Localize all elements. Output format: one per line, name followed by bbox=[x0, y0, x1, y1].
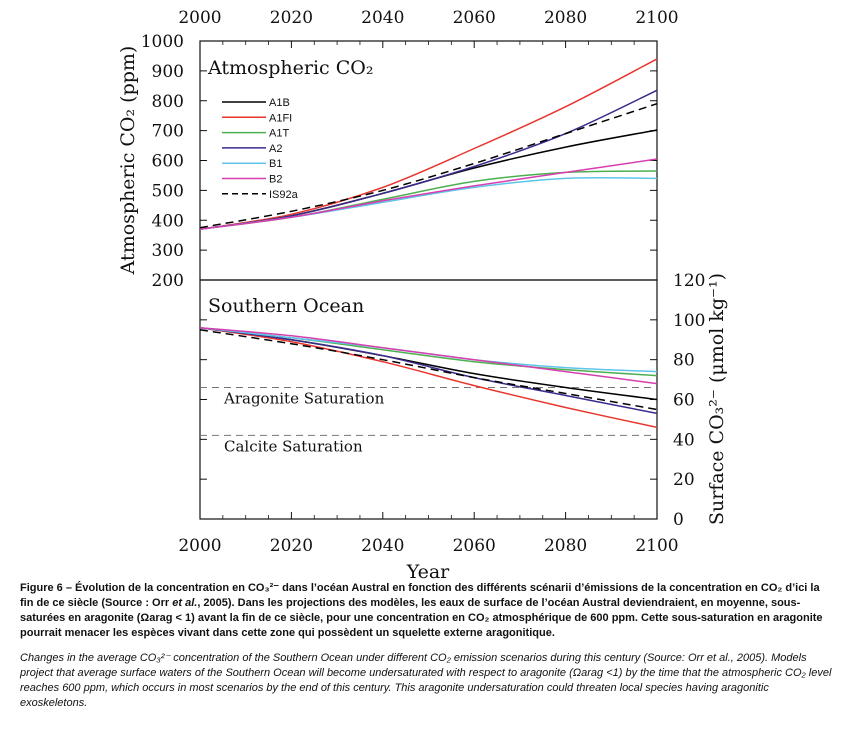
aragonite-saturation-label: Aragonite Saturation bbox=[223, 390, 385, 408]
legend-label-b2: B2 bbox=[269, 174, 282, 186]
bottom-x-tick-2020: 2020 bbox=[270, 536, 313, 556]
top-x-tick-2000: 2000 bbox=[178, 8, 221, 28]
legend: A1B A1FI A1T A2 B1 B2 IS92a bbox=[222, 97, 299, 201]
caption-french-lead: Figure 6 – Évolution de la concentration… bbox=[20, 582, 820, 609]
bottom-x-tick-labels: 2000 2020 2040 2060 2080 2100 bbox=[178, 536, 678, 556]
figure-caption: Figure 6 – Évolution de la concentration… bbox=[20, 581, 835, 721]
calcite-saturation-label: Calcite Saturation bbox=[224, 437, 363, 455]
bottom-y-tick-100: 100 bbox=[673, 311, 705, 331]
top-y-tick-800: 800 bbox=[152, 92, 184, 112]
co3-series-b2 bbox=[199, 327, 658, 385]
co3-series-is92a bbox=[199, 329, 658, 411]
top-x-tick-2080: 2080 bbox=[544, 8, 587, 28]
co3-series-a2 bbox=[199, 327, 658, 415]
legend-label-a1fi: A1FI bbox=[269, 112, 292, 124]
bottom-x-tick-2080: 2080 bbox=[544, 536, 587, 556]
bottom-panel-title: Southern Ocean bbox=[208, 295, 364, 317]
legend-label-a1t: A1T bbox=[269, 128, 289, 140]
top-y-tick-300: 300 bbox=[152, 241, 184, 261]
x-axis-label: Year bbox=[406, 561, 450, 583]
top-y-tick-400: 400 bbox=[152, 211, 184, 231]
top-y-tick-1000: 1000 bbox=[141, 32, 184, 52]
top-series-group bbox=[199, 58, 658, 230]
top-y-tick-labels: 200 300 400 500 600 700 800 900 1000 bbox=[141, 32, 184, 291]
bottom-y-axis-label: Surface CO₃²⁻ (μmol kg⁻¹) bbox=[706, 273, 728, 525]
co3-series-a1fi bbox=[199, 327, 658, 429]
bottom-y-tick-20: 20 bbox=[673, 470, 695, 490]
co2-series-b2 bbox=[199, 158, 658, 230]
bottom-y-tick-0: 0 bbox=[673, 510, 684, 530]
bottom-y-tick-40: 40 bbox=[673, 430, 695, 450]
southern-ocean-panel: Southern Ocean Surface CO₃²⁻ (μmol kg⁻¹)… bbox=[178, 271, 728, 583]
top-x-tick-2060: 2060 bbox=[453, 8, 496, 28]
co2-series-a1fi bbox=[199, 58, 658, 230]
bottom-x-tick-2060: 2060 bbox=[453, 536, 496, 556]
caption-french-etal: et al. bbox=[172, 597, 198, 609]
caption-english: Changes in the average CO₃²⁻ concentrati… bbox=[20, 652, 832, 709]
bottom-y-tick-80: 80 bbox=[673, 351, 695, 371]
top-y-tick-500: 500 bbox=[152, 181, 184, 201]
top-panel-title: Atmospheric CO₂ bbox=[207, 57, 373, 79]
saturation-lines: Aragonite Saturation Calcite Saturation bbox=[200, 387, 657, 455]
bottom-y-tick-labels: 0 20 40 60 80 100 120 bbox=[673, 271, 705, 530]
bottom-x-tick-2040: 2040 bbox=[361, 536, 404, 556]
co2-series-a2 bbox=[199, 89, 658, 230]
legend-label-a2: A2 bbox=[269, 143, 282, 155]
top-y-tick-700: 700 bbox=[152, 122, 184, 142]
bottom-y-tick-120: 120 bbox=[673, 271, 705, 291]
top-y-tick-900: 900 bbox=[152, 62, 184, 82]
caption-french: Figure 6 – Évolution de la concentration… bbox=[20, 581, 835, 641]
top-x-tick-labels: 2000 2020 2040 2060 2080 2100 bbox=[178, 8, 678, 28]
top-x-tick-2020: 2020 bbox=[270, 8, 313, 28]
bottom-x-tick-2100: 2100 bbox=[635, 536, 678, 556]
top-x-tick-2100: 2100 bbox=[635, 8, 678, 28]
legend-label-b1: B1 bbox=[269, 158, 282, 170]
bottom-y-tick-60: 60 bbox=[673, 391, 695, 411]
bottom-x-tick-2000: 2000 bbox=[178, 536, 221, 556]
atmospheric-co2-panel: Atmospheric CO₂ Atmospheric CO₂ (ppm) 20… bbox=[117, 8, 679, 519]
top-y-tick-200: 200 bbox=[152, 271, 184, 291]
legend-label-is92a: IS92a bbox=[269, 189, 299, 201]
top-y-axis-label: Atmospheric CO₂ (ppm) bbox=[117, 46, 139, 276]
top-y-tick-600: 600 bbox=[152, 152, 184, 172]
caption-french-body: , 2005). Dans les projections des modèle… bbox=[20, 597, 823, 639]
top-x-tick-2040: 2040 bbox=[361, 8, 404, 28]
co2-series-is92a bbox=[199, 102, 658, 229]
bottom-series-group bbox=[199, 327, 658, 429]
legend-label-a1b: A1B bbox=[269, 97, 290, 109]
